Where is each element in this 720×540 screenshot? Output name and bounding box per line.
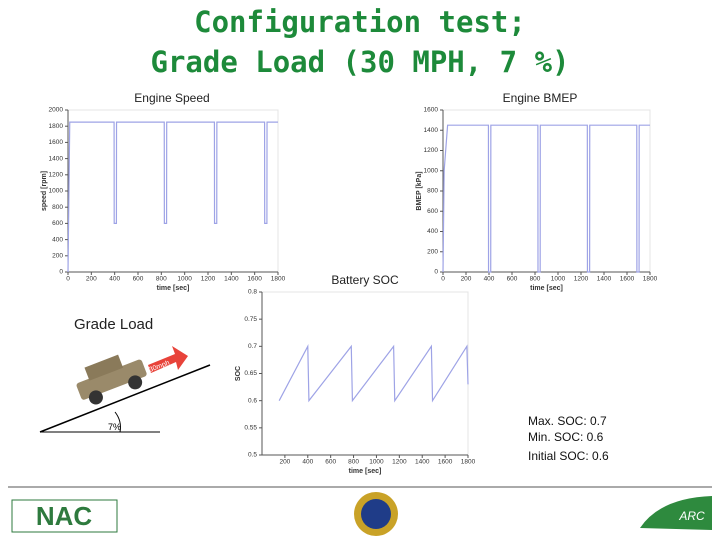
slope xyxy=(39,364,211,433)
right-logo xyxy=(640,496,712,530)
note: Initial SOC: 0.6 xyxy=(528,449,609,463)
y-tick-label: 0.6 xyxy=(248,397,257,404)
y-tick-label: 800 xyxy=(427,188,438,195)
data-line xyxy=(442,124,650,273)
seal-inner xyxy=(361,499,391,529)
x-tick-label: 200 xyxy=(279,459,290,466)
y-tick-label: 600 xyxy=(427,208,438,215)
vehicle-illustration: 30mph 7% xyxy=(39,346,211,433)
x-axis-label: time [sec] xyxy=(349,468,382,475)
y-tick-label: 0 xyxy=(59,269,63,276)
y-tick-label: 200 xyxy=(52,253,63,260)
y-tick-label: 0.5 xyxy=(248,452,257,459)
y-tick-label: 1000 xyxy=(424,167,439,174)
x-tick-label: 1200 xyxy=(201,276,216,283)
y-tick-label: 800 xyxy=(52,204,63,211)
x-tick-label: 200 xyxy=(86,276,97,283)
x-tick-label: 1600 xyxy=(438,459,453,466)
x-tick-label: 400 xyxy=(484,276,495,283)
x-tick-label: 1200 xyxy=(574,276,589,283)
data-line xyxy=(67,121,278,273)
chart: 0.5 0.55 0.6 0.65 0.7 0.75 0.8 200 400 600 800 1000… xyxy=(235,273,476,475)
section-label: Grade Load xyxy=(74,316,153,333)
plot-area xyxy=(442,109,651,273)
x-tick-label: 1400 xyxy=(597,276,612,283)
angle-arc xyxy=(114,411,121,433)
y-tick-label: 0.65 xyxy=(244,370,257,377)
x-tick-label: 1600 xyxy=(620,276,635,283)
vehicle xyxy=(76,354,147,405)
grade-label: 7% xyxy=(108,422,121,432)
x-tick-label: 400 xyxy=(109,276,120,283)
y-tick-label: 1800 xyxy=(49,123,64,130)
left-logo-text: NAC xyxy=(36,501,93,531)
y-tick-label: 1400 xyxy=(49,155,64,162)
y-tick-label: 0.7 xyxy=(248,343,257,350)
note: Max. SOC: 0.7 xyxy=(528,414,607,428)
right-logo-text: ARC xyxy=(678,509,705,523)
x-tick-label: 600 xyxy=(133,276,144,283)
slide-title: Configuration test; xyxy=(194,5,526,39)
x-axis-label: time [sec] xyxy=(530,285,563,292)
y-tick-label: 0 xyxy=(434,269,438,276)
x-tick-label: 800 xyxy=(348,459,359,466)
x-tick-label: 1000 xyxy=(177,276,192,283)
x-tick-label: 800 xyxy=(156,276,167,283)
y-axis-label: SOC xyxy=(235,366,242,381)
y-tick-label: 400 xyxy=(52,236,63,243)
y-axis-label: BMEP [kPa] xyxy=(416,171,423,210)
x-tick-label: 1800 xyxy=(461,459,476,466)
x-tick-label: 1000 xyxy=(551,276,566,283)
x-tick-label: 1000 xyxy=(369,459,384,466)
slide-title: Grade Load (30 MPH, 7 %) xyxy=(150,45,569,79)
x-tick-label: 800 xyxy=(530,276,541,283)
x-tick-label: 600 xyxy=(507,276,518,283)
x-tick-label: 0 xyxy=(66,276,70,283)
left-logo xyxy=(11,499,118,533)
y-tick-label: 0.75 xyxy=(244,316,257,323)
x-tick-label: 1400 xyxy=(224,276,239,283)
direction-arrow xyxy=(148,346,188,373)
y-axis-label: speed [rpm] xyxy=(41,171,48,211)
x-tick-label: 1200 xyxy=(392,459,407,466)
y-tick-label: 1400 xyxy=(424,127,439,134)
y-tick-label: 1600 xyxy=(424,107,439,114)
note: Min. SOC: 0.6 xyxy=(528,430,604,444)
plot-area xyxy=(261,291,469,456)
x-tick-label: 1600 xyxy=(247,276,262,283)
y-tick-label: 0.55 xyxy=(244,425,257,432)
y-tick-label: 1600 xyxy=(49,139,64,146)
x-tick-label: 600 xyxy=(325,459,336,466)
chart-title: Engine Speed xyxy=(134,91,209,105)
y-tick-label: 1200 xyxy=(49,172,64,179)
chart: 0 200 400 600 800 1000 1200 1400 1600 0 200 400 600 8… xyxy=(416,91,658,292)
x-tick-label: 400 xyxy=(302,459,313,466)
plot-area xyxy=(67,109,279,273)
data-line xyxy=(278,343,469,403)
y-tick-label: 0.8 xyxy=(248,289,257,296)
x-tick-label: 0 xyxy=(441,276,445,283)
chart-title: Engine BMEP xyxy=(503,91,578,105)
y-tick-label: 1000 xyxy=(49,188,64,195)
chart: 0 200 400 600 800 1000 1200 1400 1600 1800 2000 0 20… xyxy=(41,91,286,292)
x-tick-label: 1800 xyxy=(271,276,286,283)
y-tick-label: 400 xyxy=(427,228,438,235)
y-tick-label: 1200 xyxy=(424,147,439,154)
y-tick-label: 600 xyxy=(52,220,63,227)
x-tick-label: 200 xyxy=(461,276,472,283)
x-axis-label: time [sec] xyxy=(157,285,190,292)
chart-title: Battery SOC xyxy=(331,273,399,287)
footer: NAC ARC xyxy=(8,486,712,536)
y-tick-label: 200 xyxy=(427,248,438,255)
y-tick-label: 2000 xyxy=(49,107,64,114)
x-tick-label: 1800 xyxy=(643,276,658,283)
x-tick-label: 1400 xyxy=(415,459,430,466)
